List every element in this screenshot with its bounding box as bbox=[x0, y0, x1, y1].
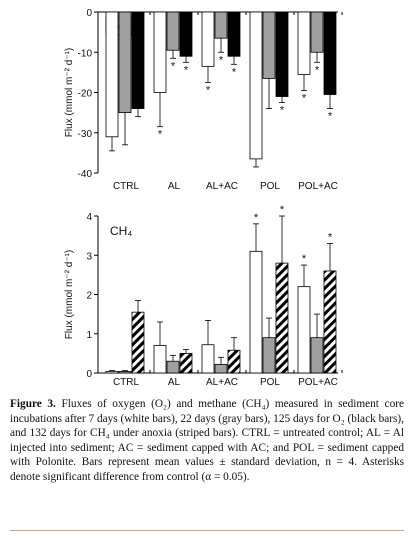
category-label: CTRL bbox=[113, 181, 140, 192]
significance-asterisk: * bbox=[184, 64, 189, 76]
significance-asterisk: * bbox=[328, 111, 333, 123]
bar bbox=[214, 363, 228, 374]
bar bbox=[249, 11, 263, 160]
category-label: POL+AC bbox=[298, 377, 338, 388]
significance-asterisk: * bbox=[315, 64, 320, 76]
bar bbox=[310, 11, 324, 53]
bar bbox=[166, 360, 180, 374]
category-label: AL bbox=[168, 377, 181, 388]
bar bbox=[323, 11, 337, 95]
bar bbox=[262, 11, 276, 79]
significance-asterisk: * bbox=[206, 84, 211, 96]
y-tick-label: -40 bbox=[78, 169, 93, 180]
bar bbox=[227, 349, 241, 374]
bar bbox=[131, 311, 145, 374]
significance-asterisk: * bbox=[302, 253, 307, 265]
bar bbox=[310, 337, 324, 374]
bar bbox=[105, 11, 119, 138]
bar bbox=[323, 270, 337, 374]
significance-asterisk: * bbox=[232, 66, 237, 78]
bar bbox=[227, 11, 241, 57]
y-tick-label: 0 bbox=[86, 369, 92, 380]
significance-asterisk: * bbox=[254, 212, 259, 224]
caption-label: Figure 3. bbox=[10, 398, 56, 410]
caption-text: Fluxes of oxygen (O₂) and methane (CH₄) … bbox=[10, 398, 404, 483]
bar bbox=[179, 352, 193, 374]
bottom-rule bbox=[10, 530, 404, 531]
y-tick-label: 4 bbox=[86, 212, 92, 223]
bar bbox=[297, 11, 311, 75]
y-axis-label: Flux (mmol m⁻² d⁻¹) bbox=[64, 250, 75, 339]
bar bbox=[214, 11, 228, 39]
bar bbox=[201, 344, 215, 374]
category-label: AL+AC bbox=[206, 181, 238, 192]
y-tick-label: 2 bbox=[86, 291, 92, 302]
category-label: AL bbox=[168, 181, 181, 192]
category-label: AL+AC bbox=[206, 377, 238, 388]
bar bbox=[153, 11, 167, 93]
bar bbox=[153, 345, 167, 374]
category-label: POL+AC bbox=[298, 181, 338, 192]
bar bbox=[118, 371, 132, 374]
category-label: POL bbox=[260, 377, 280, 388]
significance-asterisk: * bbox=[158, 129, 163, 141]
y-axis-label: Flux (mmol m⁻² d⁻¹) bbox=[64, 48, 75, 137]
y-tick-label: -20 bbox=[78, 89, 93, 100]
y-tick-label: -10 bbox=[78, 48, 93, 59]
y-tick-label: 3 bbox=[86, 251, 92, 262]
bar bbox=[166, 11, 180, 51]
ch4-flux-chart: 0 1 2 3 4 Flux (mmol m⁻² d⁻¹) CH₄ CTRL AL AL+AC PO… bbox=[64, 204, 343, 388]
significance-asterisk: * bbox=[280, 204, 285, 216]
bar bbox=[275, 11, 289, 97]
category-label: CTRL bbox=[113, 377, 140, 388]
significance-asterisk: * bbox=[280, 105, 285, 117]
significance-asterisk: * bbox=[219, 54, 224, 66]
bar bbox=[118, 11, 132, 114]
bar bbox=[201, 11, 215, 67]
y-tick-label: -30 bbox=[78, 129, 93, 140]
significance-asterisk: * bbox=[171, 60, 176, 72]
significance-asterisk: * bbox=[328, 231, 333, 243]
bar bbox=[297, 286, 311, 374]
bar bbox=[131, 11, 145, 109]
significance-asterisk: * bbox=[302, 92, 307, 104]
y-tick-label: 0 bbox=[86, 8, 92, 19]
figure-caption: Figure 3. Fluxes of oxygen (O₂) and meth… bbox=[10, 397, 404, 485]
bar bbox=[249, 250, 263, 374]
panel-label: CH₄ bbox=[110, 224, 132, 238]
bar bbox=[262, 337, 276, 374]
bar bbox=[275, 262, 289, 374]
category-label: POL bbox=[260, 181, 280, 192]
bar bbox=[105, 371, 119, 374]
bar bbox=[179, 11, 193, 57]
y-tick-label: 1 bbox=[86, 330, 92, 341]
